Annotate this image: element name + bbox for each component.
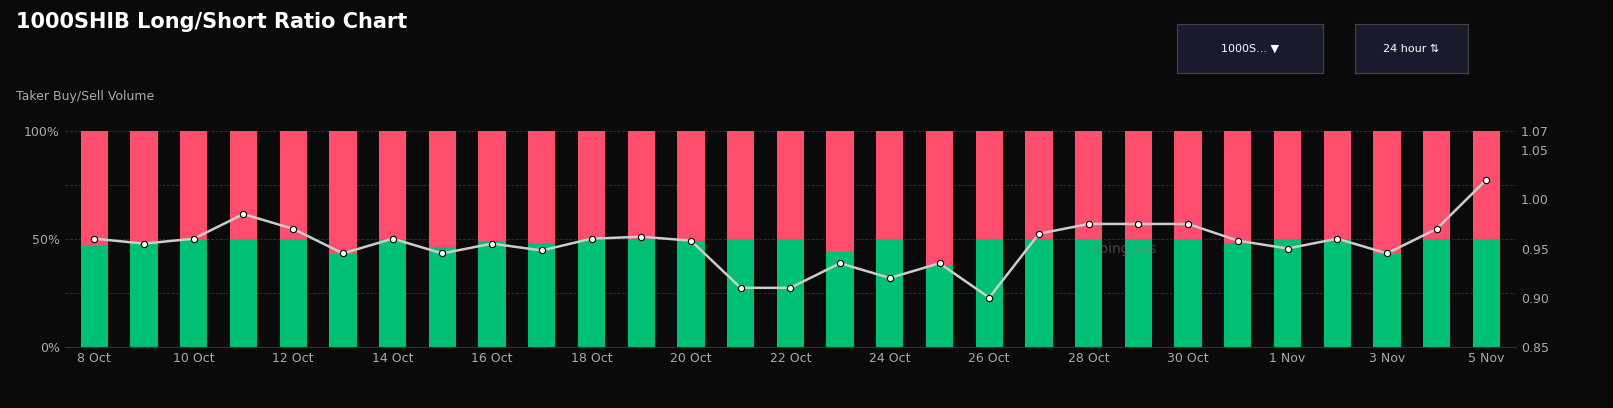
Bar	[1423, 131, 1450, 239]
Bar	[329, 131, 356, 254]
Bar	[279, 239, 306, 347]
Bar	[229, 239, 256, 347]
Bar	[1026, 131, 1053, 239]
Bar	[479, 131, 506, 241]
Text: coinglass: coinglass	[1092, 242, 1157, 257]
Bar	[1224, 131, 1252, 243]
Bar	[1274, 239, 1302, 347]
Text: 24 hour ⇅: 24 hour ⇅	[1384, 44, 1439, 54]
Bar	[131, 243, 158, 347]
Text: Taker Buy/Sell Volume: Taker Buy/Sell Volume	[16, 90, 155, 103]
Bar	[1274, 131, 1302, 239]
Bar	[131, 131, 158, 243]
Bar	[429, 131, 456, 247]
Bar	[1423, 239, 1450, 347]
Text: 1000S... ▼: 1000S... ▼	[1221, 44, 1279, 54]
Bar	[1026, 239, 1053, 347]
Bar	[81, 131, 108, 245]
Bar	[577, 131, 605, 239]
Bar	[777, 131, 803, 239]
Bar	[976, 239, 1003, 347]
Bar	[1324, 239, 1352, 347]
Bar	[1074, 239, 1102, 347]
Text: 1000SHIB Long/Short Ratio Chart: 1000SHIB Long/Short Ratio Chart	[16, 12, 408, 32]
Bar	[577, 239, 605, 347]
Bar	[876, 239, 903, 347]
Bar	[181, 131, 208, 239]
Bar	[1174, 131, 1202, 239]
Bar	[677, 241, 705, 347]
Bar	[527, 243, 555, 347]
Bar	[81, 245, 108, 347]
Bar	[379, 239, 406, 347]
Bar	[926, 265, 953, 347]
Bar	[727, 131, 755, 239]
Bar	[1124, 131, 1152, 239]
Bar	[727, 239, 755, 347]
Bar	[677, 131, 705, 241]
Bar	[429, 247, 456, 347]
Bar	[627, 239, 655, 347]
Bar	[1373, 131, 1400, 254]
Bar	[479, 241, 506, 347]
Bar	[1174, 239, 1202, 347]
Bar	[527, 131, 555, 243]
Bar	[1473, 239, 1500, 347]
Bar	[1324, 131, 1352, 239]
Bar	[1124, 239, 1152, 347]
Bar	[627, 131, 655, 239]
Bar	[329, 254, 356, 347]
Bar	[181, 239, 208, 347]
Bar	[777, 239, 803, 347]
Bar	[826, 252, 853, 347]
Bar	[926, 131, 953, 265]
Bar	[976, 131, 1003, 239]
Bar	[1074, 131, 1102, 239]
Bar	[1473, 131, 1500, 239]
Bar	[279, 131, 306, 239]
Bar	[826, 131, 853, 252]
Bar	[229, 131, 256, 239]
Bar	[379, 131, 406, 239]
Bar	[1373, 254, 1400, 347]
Bar	[1224, 243, 1252, 347]
Bar	[876, 131, 903, 239]
